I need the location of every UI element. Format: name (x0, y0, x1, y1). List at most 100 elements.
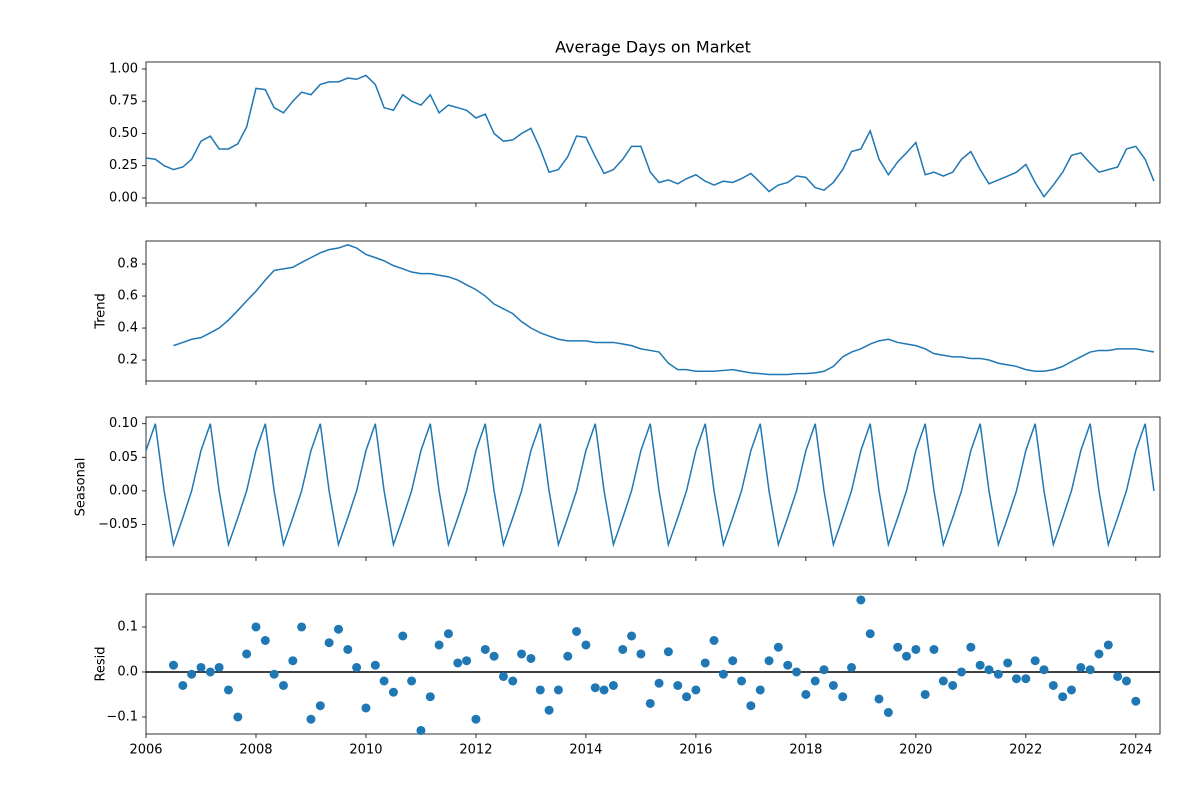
resid-point (1066, 685, 1076, 695)
resid-point (489, 651, 499, 661)
series-line (173, 244, 1155, 376)
axes-frame (145, 61, 1161, 204)
resid-point (379, 676, 389, 686)
resid-point (187, 669, 197, 679)
resid-point (581, 640, 591, 650)
resid-point (801, 689, 811, 699)
resid-point (398, 631, 408, 641)
resid-point (902, 651, 911, 661)
resid-point (865, 629, 875, 639)
resid-point (590, 683, 600, 693)
resid-point (498, 671, 508, 681)
resid-point (297, 622, 307, 632)
resid-point (764, 656, 774, 666)
resid-point (1103, 640, 1113, 650)
y-tick-label: 0.6 (117, 289, 138, 304)
resid-point (425, 692, 435, 702)
resid-point (288, 656, 298, 666)
y-tick-label: 0.00 (109, 190, 138, 205)
resid-point (636, 649, 646, 659)
resid-point (443, 629, 453, 639)
axes-frame (145, 240, 1161, 382)
resid-point (480, 644, 490, 654)
resid-point (233, 712, 243, 722)
resid-point (526, 653, 536, 663)
resid-point (984, 665, 994, 675)
x-tick-label: 2024 (1119, 743, 1152, 758)
resid-point (966, 642, 976, 652)
resid-point (306, 714, 316, 724)
resid-point (196, 662, 206, 672)
resid-point (1048, 680, 1058, 690)
resid-point (746, 701, 756, 711)
resid-point (388, 687, 398, 697)
x-tick-label: 2006 (129, 743, 162, 758)
y-tick-label: 1.00 (109, 61, 138, 76)
resid-point (205, 667, 215, 677)
resid-point (773, 642, 783, 652)
resid-point (343, 644, 353, 654)
y-tick-label: 0.10 (109, 416, 138, 431)
y-tick-label: 0.50 (109, 126, 138, 141)
resid-point (563, 651, 573, 661)
resid-point (352, 662, 362, 672)
resid-point (1011, 674, 1021, 684)
resid-point (755, 685, 765, 695)
resid-point (819, 665, 829, 675)
resid-point (709, 635, 719, 645)
resid-point (645, 698, 655, 708)
resid-point (700, 658, 710, 668)
y-tick-label: 0.8 (117, 257, 138, 272)
resid-point (242, 649, 252, 659)
resid-point (178, 680, 188, 690)
resid-point (737, 676, 747, 686)
resid-point (883, 707, 893, 717)
resid-point (453, 658, 463, 668)
resid-point (251, 622, 261, 632)
resid-point (975, 660, 985, 670)
resid-point (948, 680, 958, 690)
resid-point (434, 640, 444, 650)
x-tick-label: 2022 (1009, 743, 1042, 758)
resid-point (847, 662, 857, 672)
x-tick-label: 2020 (899, 743, 932, 758)
resid-point (838, 692, 848, 702)
resid-point (691, 685, 701, 695)
resid-point (783, 660, 793, 670)
resid-point (260, 635, 270, 645)
resid-point (370, 660, 380, 670)
y-tick-label: −0.05 (98, 517, 138, 532)
resid-point (718, 669, 728, 679)
resid-point (517, 649, 527, 659)
resid-point (920, 689, 930, 699)
resid-point (1076, 662, 1086, 672)
resid-point (673, 680, 683, 690)
resid-point (333, 624, 343, 634)
resid-point (1058, 692, 1068, 702)
resid-point (269, 669, 279, 679)
panel-title: Average Days on Market (555, 38, 751, 57)
series-line (145, 423, 1155, 548)
x-tick-label: 2014 (569, 743, 602, 758)
series-line (145, 74, 1155, 198)
x-tick-label: 2016 (679, 743, 712, 758)
resid-point (1131, 696, 1141, 706)
y-axis-label: Seasonal (74, 458, 89, 517)
resid-point (508, 676, 518, 686)
resid-point (654, 678, 664, 688)
resid-point (553, 685, 563, 695)
resid-point (682, 692, 692, 702)
resid-point (278, 680, 288, 690)
resid-point (929, 644, 939, 654)
resid-point (471, 714, 481, 724)
resid-point (407, 676, 417, 686)
resid-point (792, 667, 802, 677)
resid-point (874, 694, 884, 704)
resid-point (1003, 658, 1013, 668)
resid-point (1121, 676, 1131, 686)
resid-point (416, 725, 426, 735)
resid-point (618, 644, 628, 654)
resid-point (223, 685, 233, 695)
y-tick-label: 0.00 (109, 483, 138, 498)
